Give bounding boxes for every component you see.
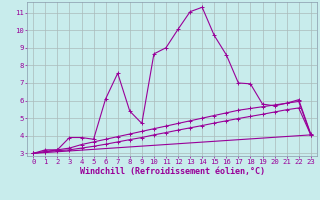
- X-axis label: Windchill (Refroidissement éolien,°C): Windchill (Refroidissement éolien,°C): [79, 167, 265, 176]
